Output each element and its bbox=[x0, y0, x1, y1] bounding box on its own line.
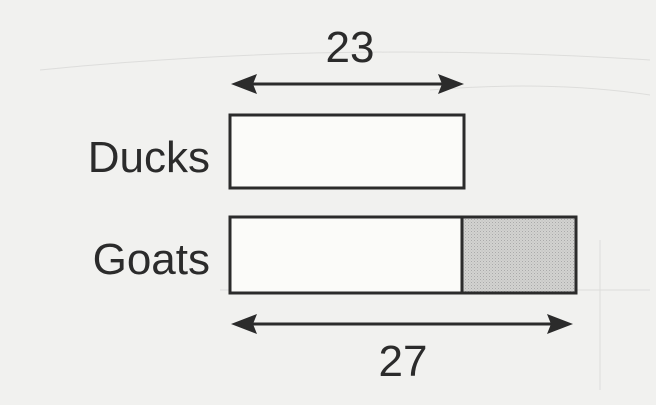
goats-bar bbox=[228, 215, 466, 295]
ducks-label: Ducks bbox=[88, 133, 210, 182]
ducks-value: 23 bbox=[326, 23, 375, 72]
goats-span-arrow bbox=[231, 314, 573, 334]
ducks-span-arrow bbox=[231, 74, 464, 94]
goats-label: Goats bbox=[93, 235, 210, 284]
goats-value: 27 bbox=[379, 337, 428, 386]
goats-extra-segment bbox=[460, 215, 578, 295]
ducks-bar bbox=[228, 113, 466, 190]
